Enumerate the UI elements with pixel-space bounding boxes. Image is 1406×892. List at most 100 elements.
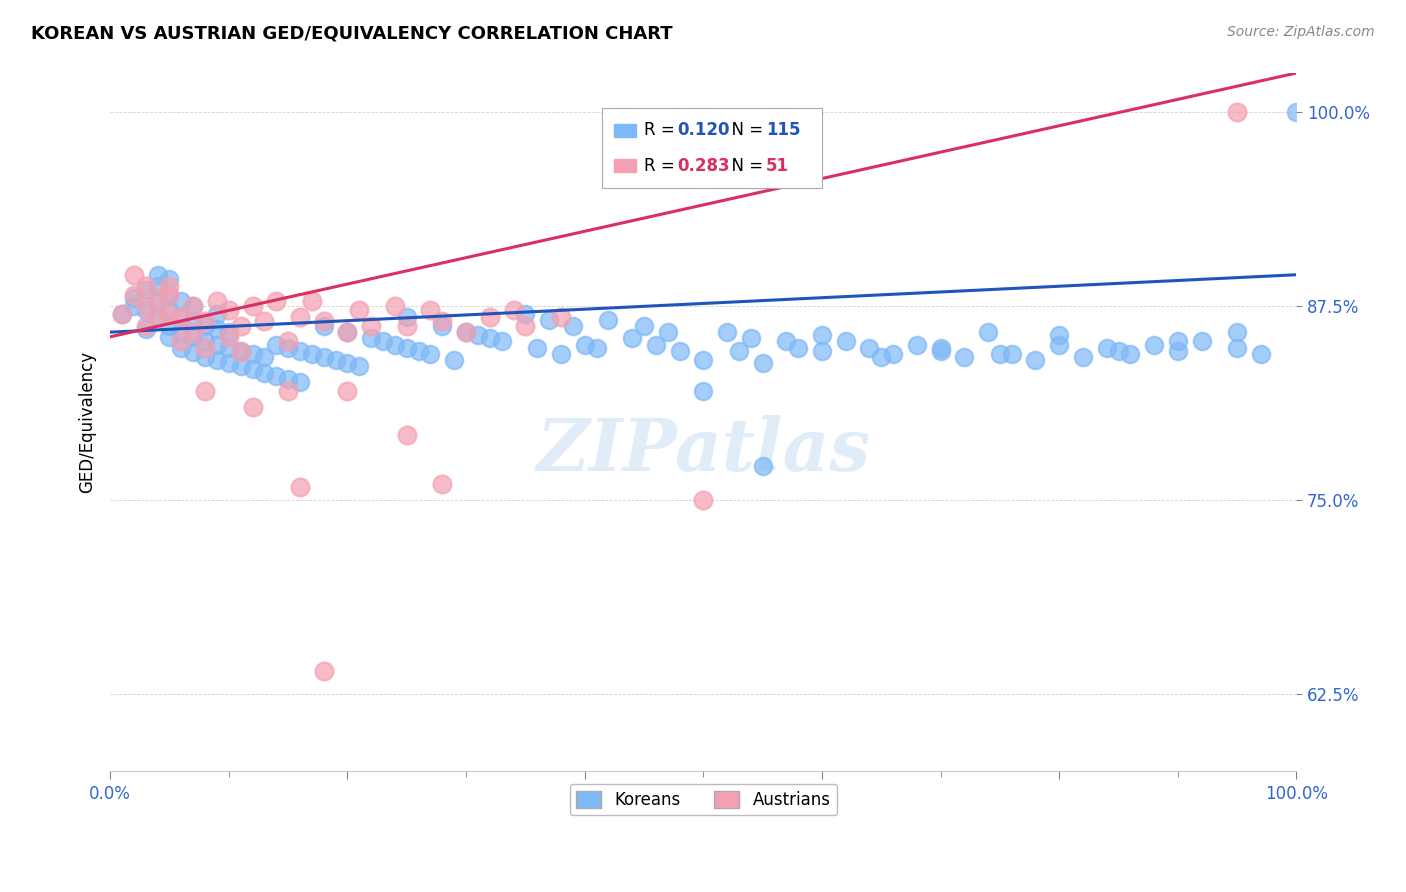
Point <box>288 480 311 494</box>
Point <box>502 303 524 318</box>
Point <box>194 341 217 355</box>
Point <box>1119 347 1142 361</box>
Point <box>349 359 371 374</box>
Point <box>264 337 287 351</box>
Point <box>122 268 145 282</box>
Text: 0.120: 0.120 <box>678 121 730 139</box>
Point <box>740 331 762 345</box>
Point <box>135 303 157 318</box>
Point <box>135 299 157 313</box>
Text: R =: R = <box>644 121 681 139</box>
Point <box>467 328 489 343</box>
Point <box>135 278 157 293</box>
Point <box>242 299 264 313</box>
Point <box>775 334 797 349</box>
Point <box>432 318 454 333</box>
Point <box>692 353 714 368</box>
Point <box>159 288 181 302</box>
Point <box>181 345 204 359</box>
Point <box>550 310 572 324</box>
Point <box>301 347 323 361</box>
Point <box>419 347 441 361</box>
Point <box>135 322 157 336</box>
FancyBboxPatch shape <box>603 108 823 188</box>
Point <box>371 334 394 349</box>
Point <box>170 341 193 355</box>
Point <box>787 341 810 355</box>
Point <box>988 347 1011 361</box>
Point <box>170 325 193 339</box>
Point <box>432 477 454 491</box>
Point <box>585 341 607 355</box>
Point <box>218 325 240 339</box>
Point <box>159 303 181 318</box>
Point <box>408 343 430 358</box>
Point <box>716 325 738 339</box>
Point <box>312 314 335 328</box>
Point <box>194 334 217 349</box>
Point <box>218 330 240 344</box>
Point <box>229 343 252 358</box>
Point <box>122 291 145 305</box>
Point <box>181 314 204 328</box>
Point <box>194 350 217 364</box>
Point <box>1143 337 1166 351</box>
Point <box>1047 328 1070 343</box>
Point <box>301 294 323 309</box>
Point <box>229 359 252 374</box>
Point <box>561 318 583 333</box>
Point <box>929 341 952 355</box>
Text: R =: R = <box>644 157 681 175</box>
Point <box>657 325 679 339</box>
Point <box>574 337 596 351</box>
Point <box>728 343 751 358</box>
Point <box>159 288 181 302</box>
Point <box>170 294 193 309</box>
Point <box>526 341 548 355</box>
Point <box>146 291 169 305</box>
Point <box>111 307 134 321</box>
Y-axis label: GED/Equivalency: GED/Equivalency <box>79 351 96 493</box>
Point <box>122 288 145 302</box>
Point <box>395 310 418 324</box>
Point <box>312 664 335 678</box>
Point <box>181 299 204 313</box>
Point <box>181 330 204 344</box>
Point <box>146 294 169 309</box>
Point <box>264 294 287 309</box>
Point <box>205 337 228 351</box>
Point <box>834 334 856 349</box>
Point <box>550 347 572 361</box>
Point <box>360 331 382 345</box>
Point <box>277 372 299 386</box>
Point <box>159 272 181 286</box>
Point <box>395 318 418 333</box>
Point <box>598 312 620 326</box>
FancyBboxPatch shape <box>614 124 636 136</box>
FancyBboxPatch shape <box>614 160 636 172</box>
Point <box>325 353 347 368</box>
Point <box>170 334 193 349</box>
Point <box>811 343 834 358</box>
Text: N =: N = <box>721 157 769 175</box>
Point <box>229 318 252 333</box>
Point <box>253 314 276 328</box>
Point <box>384 299 406 313</box>
Point <box>170 310 193 324</box>
Point <box>336 356 359 370</box>
Point <box>454 325 477 339</box>
Point <box>977 325 1000 339</box>
Point <box>1167 334 1189 349</box>
Point <box>443 353 465 368</box>
Point <box>432 314 454 328</box>
Point <box>205 322 228 336</box>
Point <box>312 318 335 333</box>
Point <box>1095 341 1118 355</box>
Point <box>621 331 644 345</box>
Text: N =: N = <box>721 121 769 139</box>
Point <box>751 458 773 473</box>
Point <box>159 307 181 321</box>
Point <box>360 318 382 333</box>
Point <box>644 337 666 351</box>
Point <box>1226 104 1249 119</box>
